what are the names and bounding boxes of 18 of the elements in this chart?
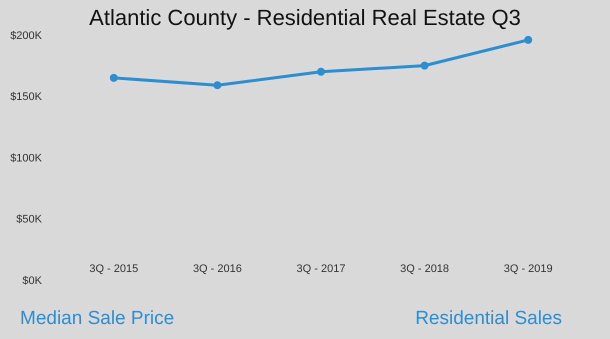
y-tick-label: $100K	[10, 152, 43, 164]
point	[213, 81, 222, 90]
y-tick-label: $150K	[10, 91, 43, 104]
y-tick-label: $50K	[16, 214, 43, 226]
point	[317, 68, 325, 76]
point	[420, 62, 429, 70]
x-tick-label: 3Q - 2016	[192, 263, 242, 275]
chart-title: Atlantic County - Residential Real Estate Q3	[89, 5, 521, 30]
point	[110, 74, 118, 82]
y-tick-label: $200K	[10, 30, 43, 42]
y-tick-label: $0K	[22, 274, 43, 287]
point	[524, 36, 532, 44]
x-tick-label: 3Q - 2018	[400, 263, 450, 275]
text: Median Sale Price	[20, 308, 174, 329]
x-tick-label: 3Q - 2015	[89, 263, 138, 275]
x-tick-label: 3Q - 2017	[296, 263, 346, 275]
x-tick-label: 3Q - 2019	[504, 263, 553, 275]
text: Residential Sales	[415, 308, 562, 329]
